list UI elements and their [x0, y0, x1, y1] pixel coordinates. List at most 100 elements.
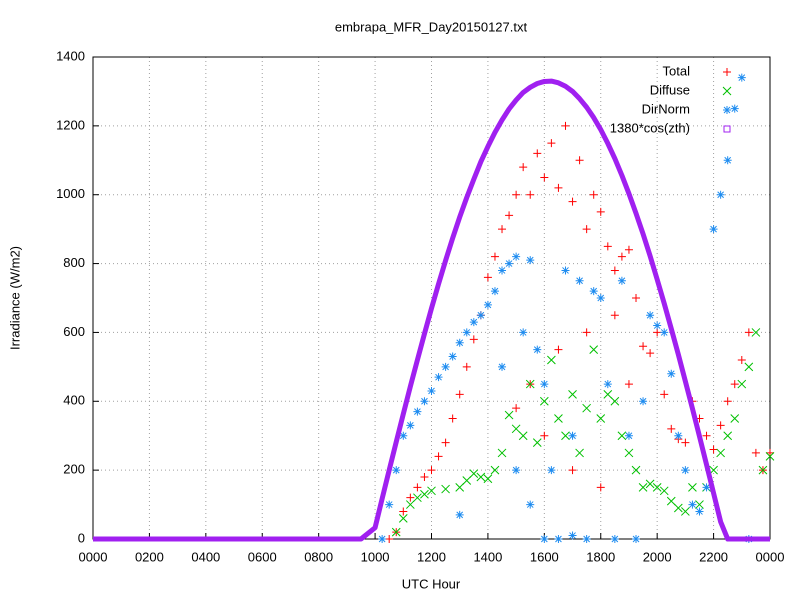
point [554, 345, 563, 354]
point [575, 156, 584, 165]
point [519, 328, 528, 337]
point [483, 474, 493, 484]
point [448, 414, 457, 423]
point [596, 207, 605, 216]
point [540, 431, 549, 440]
legend-symbol [723, 106, 731, 114]
point [554, 535, 563, 543]
point [540, 173, 549, 182]
point [526, 500, 535, 509]
legend-symbol [723, 68, 731, 76]
point [547, 139, 556, 148]
chart-title: embrapa_MFR_Day20150127.txt [335, 19, 528, 34]
point [589, 287, 598, 296]
point [723, 431, 733, 441]
point [575, 276, 584, 285]
point [659, 486, 669, 496]
point [405, 500, 415, 509]
point [469, 318, 478, 327]
point [561, 121, 570, 130]
point [624, 431, 633, 440]
point [385, 500, 394, 509]
x-tick-label: 1200 [417, 549, 446, 564]
point [582, 328, 591, 337]
point [561, 266, 570, 275]
point [653, 328, 662, 337]
point [632, 294, 641, 302]
point [632, 535, 641, 543]
point [441, 438, 450, 447]
legend-symbol [723, 125, 731, 133]
point [490, 252, 499, 261]
point [603, 390, 613, 399]
point [505, 259, 514, 268]
point [511, 424, 521, 434]
series-trace [93, 78, 770, 542]
point [399, 507, 408, 516]
point [751, 328, 761, 337]
point [398, 513, 408, 523]
point [561, 431, 570, 441]
legend-label: Total [663, 63, 691, 78]
y-tick-label: 0 [78, 530, 85, 545]
point [434, 373, 443, 382]
point [406, 421, 415, 430]
point [476, 472, 486, 482]
point [603, 380, 612, 389]
point [603, 242, 612, 251]
point [420, 489, 429, 499]
point [498, 362, 507, 371]
x-axis-label: UTC Hour [402, 576, 461, 591]
point [462, 476, 472, 485]
y-axis-label: Irradiance (W/m2) [7, 246, 22, 350]
point [610, 311, 619, 320]
point [455, 510, 464, 519]
x-tick-label: 1000 [361, 549, 390, 564]
point [406, 493, 415, 502]
point [631, 465, 641, 475]
y-tick-label: 1000 [56, 186, 85, 201]
point [716, 421, 725, 430]
x-tick-label: 0600 [248, 549, 277, 564]
point [617, 276, 626, 285]
point [568, 531, 577, 540]
legend-label: 1380*cos(zth) [610, 120, 690, 135]
point [582, 535, 591, 543]
point [702, 483, 711, 492]
point [646, 349, 655, 358]
point [568, 197, 577, 206]
point [596, 414, 606, 423]
point [483, 300, 492, 309]
point [547, 466, 556, 475]
point [646, 311, 655, 320]
point [399, 431, 408, 440]
y-tick-label: 200 [63, 462, 85, 477]
point [540, 380, 549, 389]
point [730, 380, 739, 389]
point [498, 266, 507, 275]
point [660, 328, 669, 337]
point [737, 379, 747, 389]
point [582, 225, 591, 234]
point [378, 535, 387, 543]
point [391, 527, 401, 537]
point [737, 73, 746, 82]
y-tick-label: 800 [63, 255, 85, 270]
point [610, 266, 619, 275]
point [709, 225, 718, 234]
x-tick-label: 2000 [643, 549, 672, 564]
point [744, 362, 754, 372]
x-tick-label: 0800 [304, 549, 333, 564]
point [624, 448, 634, 458]
point [610, 535, 619, 543]
x-tick-label: 1800 [586, 549, 615, 564]
point [681, 438, 690, 447]
point [766, 448, 774, 457]
point [469, 335, 478, 344]
point [490, 465, 500, 475]
point [652, 483, 662, 492]
point [617, 431, 627, 441]
point [681, 507, 690, 516]
